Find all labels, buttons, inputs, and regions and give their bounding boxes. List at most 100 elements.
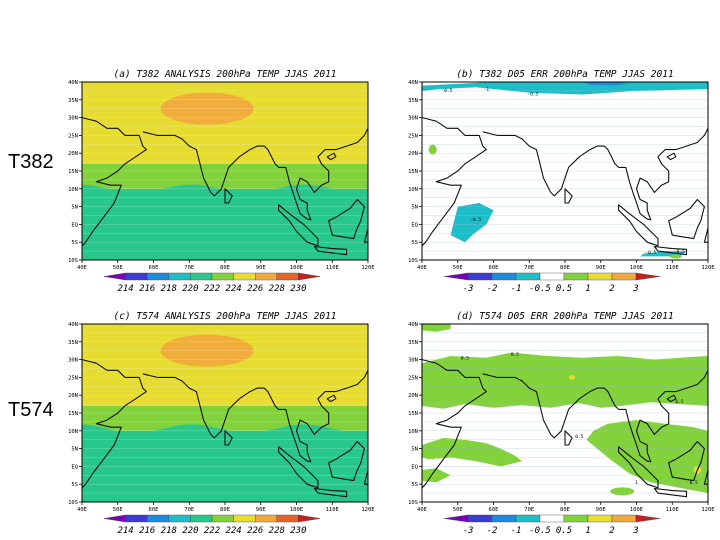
colorbar-label: 224 xyxy=(225,284,241,294)
y-tick-label: 35N xyxy=(68,340,78,346)
x-tick-label: 50E xyxy=(113,507,123,513)
coastline xyxy=(326,152,337,161)
error-patch xyxy=(610,487,635,496)
y-tick-label: 35N xyxy=(408,98,418,104)
y-tick-label: EQ xyxy=(71,222,78,228)
colorbar-segment xyxy=(443,272,469,281)
contour-label: 0.5 xyxy=(690,480,698,486)
y-tick-label: 25N xyxy=(408,375,418,381)
error-patch xyxy=(422,437,523,467)
colorbar-segment xyxy=(611,514,637,523)
contour-label: -0.5 xyxy=(442,88,453,94)
y-tick-label: 10N xyxy=(68,429,78,435)
x-tick-label: 100E xyxy=(630,265,643,271)
colorbar-label: 216 xyxy=(139,526,155,536)
colorbar-label: -0.5 xyxy=(529,526,551,536)
x-tick-label: 70E xyxy=(524,507,534,513)
y-tick-label: 40N xyxy=(408,322,418,328)
y-tick-label: 10N xyxy=(408,429,418,435)
panel-title: (c) T574 ANALYSIS 200hPa TEMP JJAS 2011 xyxy=(113,311,336,322)
colorbar-label: 218 xyxy=(161,284,177,294)
colorbar-label: 214 xyxy=(117,526,133,536)
contour-label: 0.5 xyxy=(675,399,683,405)
panel-title: (d) T574 D05 ERR 200hPa TEMP JJAS 2011 xyxy=(456,311,673,322)
colorbar-segment xyxy=(211,272,234,281)
colorbar-segment xyxy=(254,514,277,523)
error-patch xyxy=(582,82,630,86)
y-tick-label: 20N xyxy=(408,393,418,399)
colorbar-segment xyxy=(233,272,256,281)
chart-panel-2: 40E 50E 60E 70E 80E 90E 100E 110E 120E 40N 35N 30N 2… xyxy=(68,311,375,513)
y-tick-label: 40N xyxy=(68,322,78,328)
y-tick-label: 40N xyxy=(68,80,78,86)
colorbar-label: 1 xyxy=(585,526,590,536)
x-tick-label: 120E xyxy=(701,507,714,513)
x-tick-label: 40E xyxy=(417,507,427,513)
x-tick-label: 90E xyxy=(256,265,266,271)
contour-label: -0.5 xyxy=(527,92,538,98)
colorbar-label: 230 xyxy=(290,284,306,294)
x-tick-label: 80E xyxy=(220,265,230,271)
chart-panel-1: 40E 50E 60E 70E 80E 90E 100E 110E 120E 40N 35N 30N 2… xyxy=(408,69,715,271)
colorbar-segment xyxy=(254,272,277,281)
field-band xyxy=(82,163,368,189)
colorbar-segment xyxy=(539,272,565,281)
colorbar-label: -2 xyxy=(487,526,498,536)
max-region xyxy=(160,92,254,125)
coastline xyxy=(326,394,337,403)
coastline xyxy=(422,117,708,247)
chart-panel-3: 40E 50E 60E 70E 80E 90E 100E 110E 120E 40N 35N 30N 2… xyxy=(408,311,715,513)
x-tick-label: 90E xyxy=(596,265,606,271)
colorbar-label: 222 xyxy=(204,284,220,294)
error-patch xyxy=(450,203,494,243)
coastline xyxy=(707,386,708,389)
colorbar-label: 224 xyxy=(225,526,241,536)
y-tick-label: 5S xyxy=(71,240,78,246)
colorbar-segment xyxy=(103,514,126,523)
colorbar-label: 222 xyxy=(204,526,220,536)
y-tick-label: 25N xyxy=(68,375,78,381)
y-tick-label: 20N xyxy=(408,151,418,157)
x-tick-label: 110E xyxy=(326,265,339,271)
x-tick-label: 90E xyxy=(256,507,266,513)
y-tick-label: 20N xyxy=(68,393,78,399)
colorbar-segment xyxy=(491,514,517,523)
y-tick-label: 30N xyxy=(68,358,78,364)
coastline xyxy=(367,386,368,389)
contour-label: 0.5 xyxy=(575,434,583,440)
coastline xyxy=(666,394,677,403)
colorbar-segment xyxy=(443,514,469,523)
colorbar-segment xyxy=(611,272,637,281)
coastline xyxy=(367,144,368,147)
x-tick-label: 70E xyxy=(184,265,194,271)
panel-title: (a) T382 ANALYSIS 200hPa TEMP JJAS 2011 xyxy=(113,69,336,80)
y-tick-label: 30N xyxy=(408,358,418,364)
chart-panel-0: 40E 50E 60E 70E 80E 90E 100E 110E 120E 40N 35N 30N 2… xyxy=(68,69,375,271)
contour-label: -1 xyxy=(484,87,490,93)
x-tick-label: 40E xyxy=(77,507,87,513)
colorbar-segment xyxy=(298,272,321,281)
colorbar-label: 216 xyxy=(139,284,155,294)
y-tick-label: EQ xyxy=(411,464,418,470)
y-tick-label: 30N xyxy=(408,116,418,122)
y-tick-label: 10N xyxy=(68,187,78,193)
y-tick-label: 10S xyxy=(408,258,418,264)
x-tick-label: 50E xyxy=(453,265,463,271)
colorbar-label: -0.5 xyxy=(529,284,551,294)
y-tick-label: 10S xyxy=(68,500,78,506)
y-tick-label: EQ xyxy=(411,222,418,228)
x-tick-label: 110E xyxy=(666,265,679,271)
contour-label: 1 xyxy=(635,480,638,486)
x-tick-label: 50E xyxy=(113,265,123,271)
x-tick-label: 60E xyxy=(149,265,159,271)
coastline xyxy=(278,446,319,489)
colorbar-segment xyxy=(276,272,299,281)
y-tick-label: EQ xyxy=(71,464,78,470)
x-tick-label: 70E xyxy=(184,507,194,513)
x-tick-label: 90E xyxy=(596,507,606,513)
x-tick-label: 80E xyxy=(560,507,570,513)
plot-area xyxy=(82,82,368,260)
y-tick-label: 5N xyxy=(411,205,418,211)
y-tick-label: 15N xyxy=(68,169,78,175)
